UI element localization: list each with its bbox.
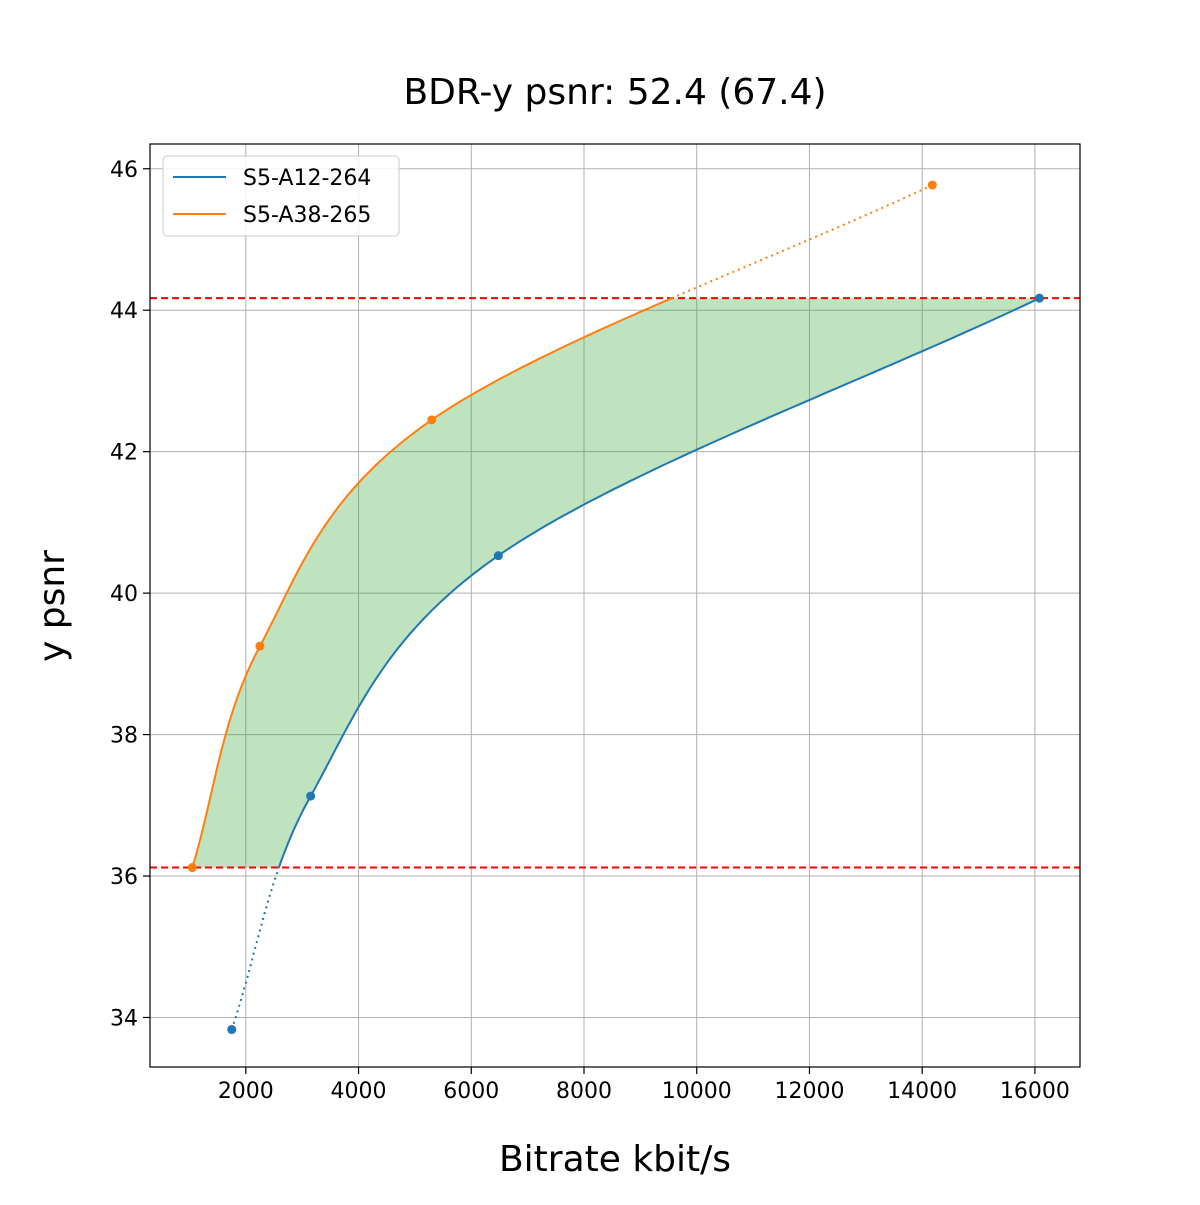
y-tick-label: 36 (110, 865, 138, 890)
x-tick-label: 16000 (1000, 1079, 1070, 1104)
y-tick-label: 40 (110, 582, 138, 607)
reference-lines (150, 297, 1080, 869)
series-layer (187, 180, 1044, 1035)
x-tick-label: 4000 (331, 1079, 387, 1104)
y-axis-label: y psnr (32, 550, 73, 662)
x-tick-label: 2000 (218, 1079, 274, 1104)
series-point (255, 641, 265, 651)
series-point (927, 180, 937, 190)
series-line-extrapolated (230, 867, 280, 1030)
chart-title: BDR-y psnr: 52.4 (67.4) (403, 72, 826, 113)
series-point (227, 1025, 237, 1035)
y-tick-label: 34 (110, 1006, 138, 1031)
legend-label: S5-A38-265 (243, 203, 371, 228)
x-tick-label: 8000 (556, 1079, 612, 1104)
ticks: 2000 4000 6000 8000 10000 12000 14000 16000 34 36… (110, 158, 1070, 1104)
y-tick-label: 42 (110, 441, 138, 466)
series-point (1034, 293, 1044, 303)
x-tick-label: 10000 (662, 1079, 732, 1104)
legend-label: S5-A12-264 (243, 166, 371, 191)
series-line-extrapolated (671, 184, 933, 300)
x-tick-label: 6000 (443, 1079, 499, 1104)
y-tick-label: 44 (110, 299, 138, 324)
series-point (306, 791, 316, 801)
x-tick-label: 12000 (774, 1079, 844, 1104)
y-tick-label: 46 (110, 158, 138, 183)
y-tick-label: 38 (110, 724, 138, 749)
legend: S5-A12-264 S5-A38-265 (162, 155, 400, 237)
series-point (493, 551, 503, 561)
series-line (191, 297, 673, 868)
x-axis-label: Bitrate kbit/s (499, 1139, 731, 1180)
series-point (187, 863, 197, 873)
x-tick-label: 14000 (887, 1079, 957, 1104)
plot-frame (149, 143, 1081, 1068)
series-point (427, 415, 437, 425)
series-line (277, 297, 1040, 868)
